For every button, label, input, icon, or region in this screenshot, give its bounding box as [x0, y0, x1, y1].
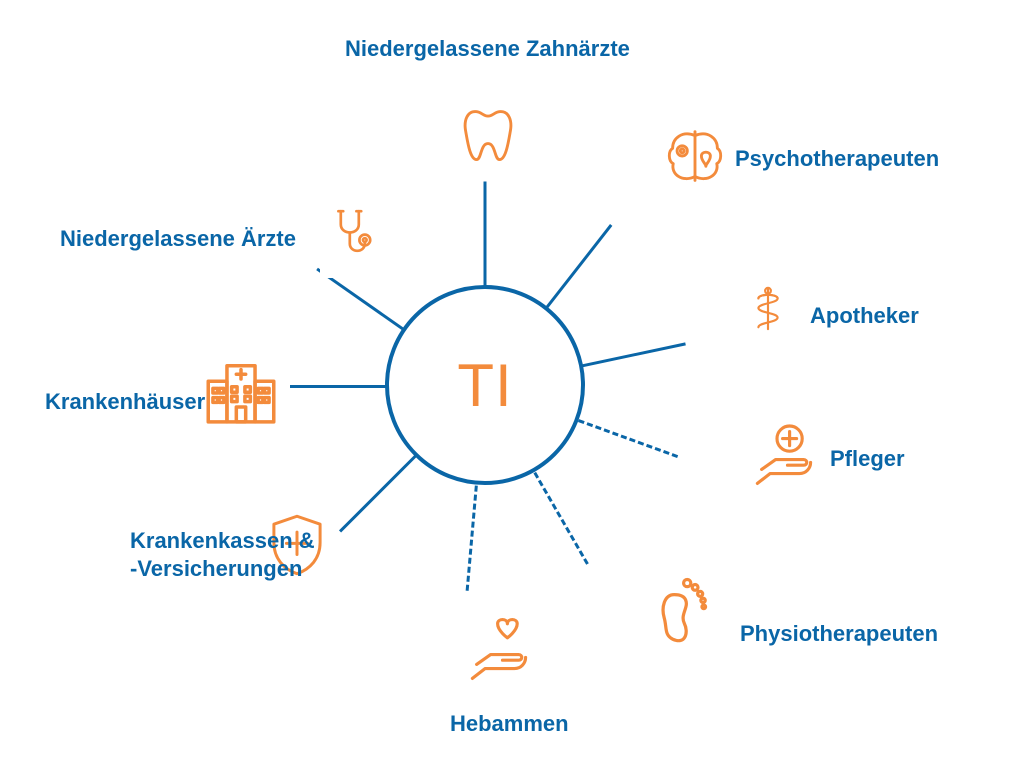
hospital-icon — [192, 350, 290, 436]
handcross-icon — [745, 415, 823, 493]
handheart-icon — [460, 605, 538, 693]
radial-diagram: TI Niedergelassene Zahnärzte Psychotherape… — [0, 0, 1024, 765]
label-physio: Physiotherapeuten — [740, 620, 938, 648]
center-node: TI — [385, 285, 585, 485]
stethoscope-icon — [320, 190, 388, 278]
caduceus-icon — [740, 260, 796, 358]
label-nurse: Pfleger — [830, 445, 905, 473]
label-psych: Psychotherapeuten — [735, 145, 939, 173]
label-insurance: Krankenkassen & -Versicherungen — [130, 527, 315, 582]
foot-icon — [640, 560, 720, 658]
label-midwife: Hebammen — [450, 710, 569, 738]
brain-icon — [655, 120, 735, 192]
label-hospital: Krankenhäuser — [45, 388, 205, 416]
center-label: TI — [457, 351, 512, 420]
label-dentists: Niedergelassene Zahnärzte — [345, 35, 630, 63]
label-doctors: Niedergelassene Ärzte — [60, 225, 296, 253]
label-pharmacist: Apotheker — [810, 302, 919, 330]
tooth-icon — [452, 90, 524, 178]
